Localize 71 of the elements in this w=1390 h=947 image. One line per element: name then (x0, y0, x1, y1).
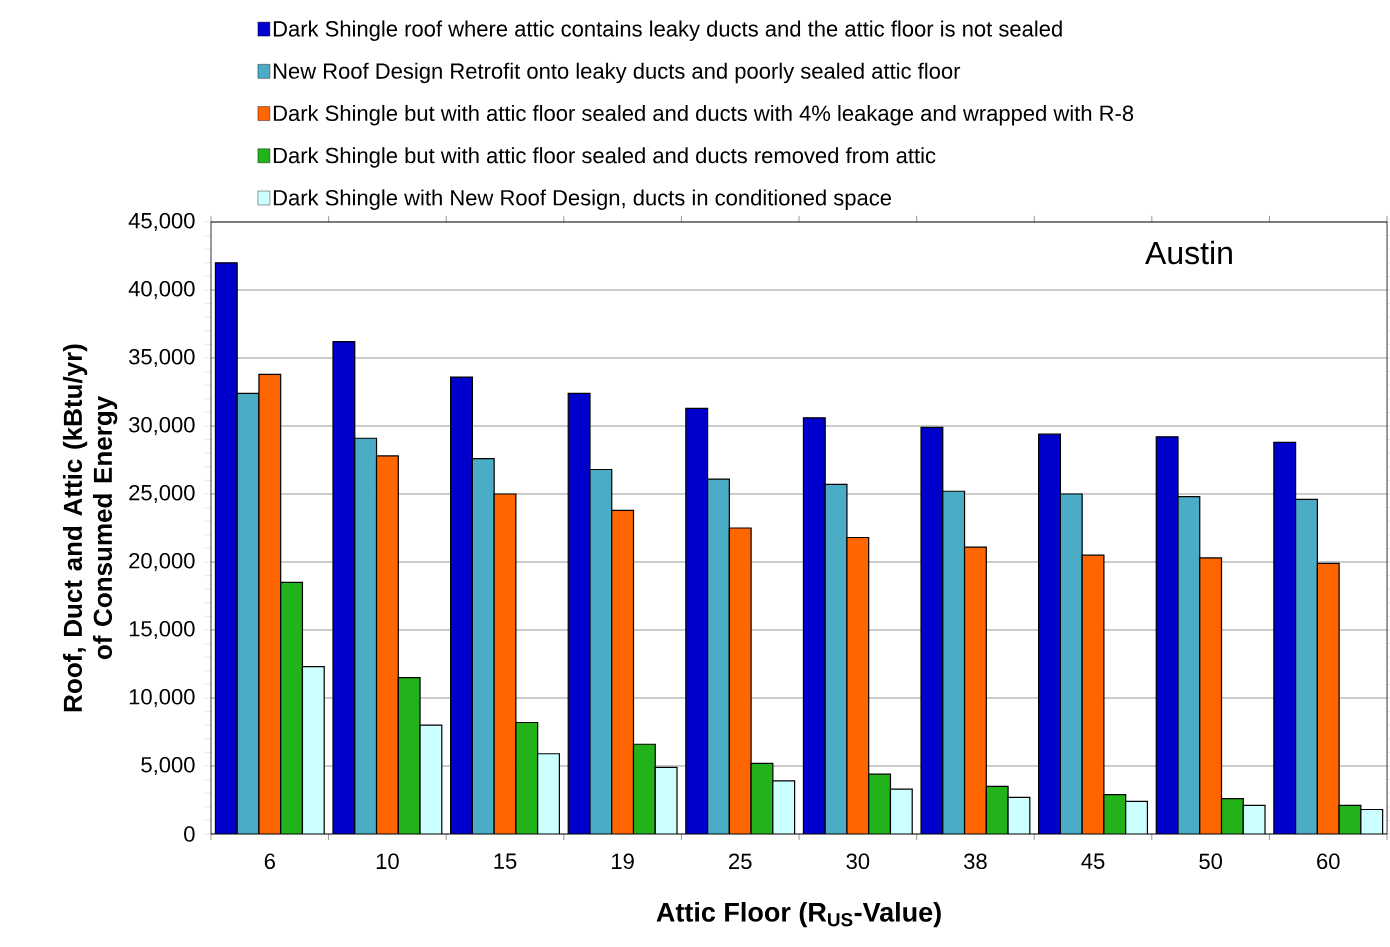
bar (537, 753, 560, 834)
y-tick-label: 30,000 (129, 416, 195, 436)
x-tick-label: 60 (1317, 853, 1340, 870)
bar (258, 374, 281, 834)
bar (1038, 434, 1061, 834)
bar (825, 484, 847, 834)
legend-label: Dark Shingle roof where attic contains leaky ducts and the attic floor is not sealed (273, 20, 1062, 41)
y-tick-label: 10,000 (129, 688, 195, 708)
bar (633, 744, 656, 834)
bar (707, 479, 730, 834)
bar (398, 677, 421, 834)
bar (942, 491, 965, 834)
bar (472, 458, 495, 834)
bar (1082, 555, 1104, 834)
legend-label: Dark Shingle but with attic floor sealed and ducts with 4% leakage and wrapped with R-8 (273, 104, 1134, 126)
bar (964, 547, 987, 834)
x-tick-label: 19 (612, 853, 634, 870)
bar (751, 763, 773, 834)
bar (494, 493, 516, 834)
bar (1125, 801, 1148, 834)
x-tick-label: 30 (846, 853, 870, 870)
bar (1273, 441, 1297, 834)
y-tick-label: 20,000 (129, 552, 195, 572)
x-tick-label: 45 (1081, 853, 1105, 869)
y-tick-label: 45,000 (128, 212, 195, 232)
bar (354, 438, 377, 834)
y-tick-label: 5,000 (141, 756, 195, 776)
x-tick-label: 6 (264, 853, 275, 870)
bar (655, 767, 678, 834)
annotation: Austin (1145, 240, 1232, 265)
bar (568, 393, 590, 834)
bar (215, 262, 238, 834)
bar (376, 455, 399, 834)
bar (1156, 436, 1178, 834)
bar (1060, 493, 1083, 834)
x-tick-label: 25 (729, 853, 752, 870)
bar (1178, 496, 1200, 834)
bar (1295, 498, 1318, 834)
bar (846, 537, 869, 834)
x-axis-title: Attic Floor (R$_{US}$-Value) (656, 901, 941, 928)
x-tick-label: 15 (494, 853, 517, 869)
legend-label: Dark Shingle with New Roof Design, ducts in conditioned space (273, 189, 892, 210)
legend-label: Dark Shingle but with attic floor sealed and ducts removed from attic (273, 147, 936, 168)
x-tick-label: 38 (964, 853, 987, 870)
y-tick-label: 15,000 (129, 620, 195, 640)
bar (803, 417, 826, 834)
y-tick-label: 40,000 (128, 280, 195, 300)
bar (1199, 557, 1222, 834)
bar (420, 725, 442, 834)
bar (515, 722, 538, 834)
bar (1221, 798, 1244, 834)
x-tick-label: 50 (1199, 853, 1223, 870)
bar (333, 341, 355, 834)
bar (280, 582, 303, 834)
bar (685, 408, 708, 834)
y-tick-label: 35,000 (129, 348, 195, 368)
y-tick-label: 25,000 (129, 484, 195, 504)
bar (890, 789, 913, 834)
y-axis-title: Roof, Duct and Attic (kBtu/yr) of Consumed Energy (62, 344, 118, 712)
bar (868, 774, 891, 834)
bar (589, 469, 612, 834)
y-tick-label: 0 (184, 826, 195, 842)
bar (729, 527, 752, 834)
bar (450, 377, 473, 834)
x-tick-label: 10 (376, 853, 399, 870)
bar (302, 666, 325, 834)
bar (237, 393, 259, 834)
bar (921, 427, 943, 834)
legend-label: New Roof Design Retrofit onto leaky ducts and poorly sealed attic floor (273, 62, 961, 84)
bar (611, 510, 634, 834)
bar (1316, 562, 1340, 834)
